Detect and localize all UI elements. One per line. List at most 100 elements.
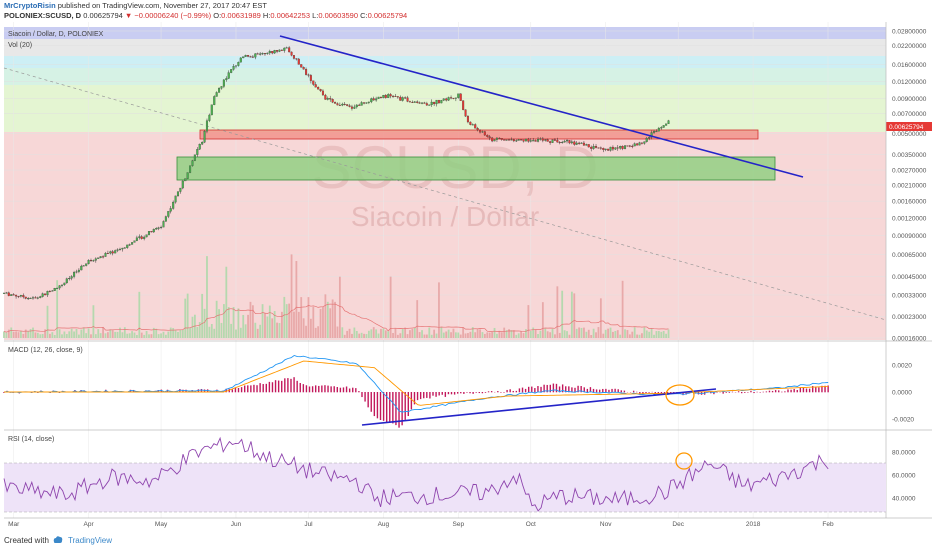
support-zone[interactable] [176,156,776,181]
author-link[interactable]: MrCryptoRisin [4,1,56,10]
time-tick: Jul [304,521,313,528]
volume-bar [476,328,479,338]
macd-hist-bar [274,380,277,393]
price-tick: 0.00090000 [892,233,927,240]
candle-body [553,139,556,141]
candle-body [19,295,22,297]
chart-canvas[interactable]: SCUSD, D Siacoin / Dollar 0.028000000.02… [0,0,932,532]
volume-bar [604,329,607,338]
macd-highlight-circle[interactable] [665,384,695,406]
candle-body [111,251,114,254]
macd-hist-bar [490,391,493,393]
volume-bar [421,330,423,338]
low-value: 0.00603590 [318,11,358,20]
dashed-trendline[interactable] [3,67,887,321]
candle-body [184,178,187,182]
volume-bar [500,332,503,338]
volume-bar [650,328,653,338]
rsi-axis: 80.0000 60.0000 40.0000 [892,450,916,503]
volume-bar [44,329,46,338]
volume-bar [529,331,532,338]
volume-bar [247,314,249,338]
macd-hist-bar [577,385,579,393]
volume-bar [140,332,143,338]
volume-bar [63,331,66,338]
volume-bar [363,333,365,338]
candle-body [135,237,138,241]
macd-hist-bar [487,391,490,393]
volume-bar [148,334,150,338]
open-label: O: [213,11,222,20]
price-tick: 0.00270000 [892,168,927,175]
volume-bar [522,333,525,338]
candle-body [631,145,634,147]
candle-body [597,147,600,149]
volume-bar [15,331,17,338]
macd-hist-bar [722,392,724,394]
volume-bar [3,331,5,338]
footer-brand[interactable]: TradingView [68,536,113,545]
candle-body [657,127,660,132]
price-tick: 0.00210000 [892,182,927,189]
volume-bar [423,334,426,338]
resistance-zone[interactable] [199,129,759,140]
macd-hist-bar [472,392,474,394]
candle-body [251,56,254,58]
candle-body [619,146,622,149]
macd-hist-bar [586,388,589,393]
time-tick: Oct [526,521,536,528]
volume-bar [442,332,445,338]
volume-bar [573,293,576,338]
macd-hist-bar [771,390,774,393]
candle-body [145,234,148,238]
macd-hist-bar [759,392,761,393]
volume-bar [384,330,387,338]
candle-body [186,172,189,179]
candle-body [616,147,619,149]
macd-trendline[interactable] [361,388,717,426]
volume-bar [515,334,518,338]
candle-body [17,296,20,298]
volume-bar [365,334,368,338]
volume-bar [425,334,428,338]
volume-bar [450,332,452,338]
candle-body [474,124,477,129]
volume-bar [401,329,404,338]
macd-hist-bar [413,392,416,405]
volume-bar [283,296,286,338]
volume-bar [75,328,78,338]
volume-bar [561,290,564,338]
macd-hist-bar [765,391,768,393]
volume-bar [549,332,552,338]
macd-hist-bar [370,392,372,412]
main-title: Siacoin / Dollar, D, POLONIEX [8,31,104,38]
descending-trendline[interactable] [279,35,804,178]
candle-body [75,271,78,273]
macd-hist-bar [500,392,502,393]
candle-body [268,51,271,54]
volume-bar [505,330,508,338]
candle-body [363,102,366,104]
candle-body [249,56,252,58]
macd-hist-bar [240,387,243,393]
open-value: 0.00631989 [221,11,261,20]
macd-hist-bar [660,392,663,394]
candle-body [587,144,590,148]
volume-bar [24,329,27,338]
volume-bar [348,328,351,338]
volume-bar [392,333,394,338]
volume-bar [614,330,617,338]
volume-bar [293,311,295,338]
candle-body [660,127,663,129]
candle-body [505,139,508,141]
volume-bar [80,329,83,338]
volume-bar [346,330,349,338]
macd-hist-bar [611,388,613,393]
candle-body [413,101,416,103]
volume-bar [39,334,42,338]
macd-hist-bar [324,385,326,393]
rsi-highlight-circle[interactable] [675,452,693,470]
macd-hist-bar [512,390,514,393]
macd-hist-bar [330,386,332,393]
macd-hist-bar [407,392,409,417]
